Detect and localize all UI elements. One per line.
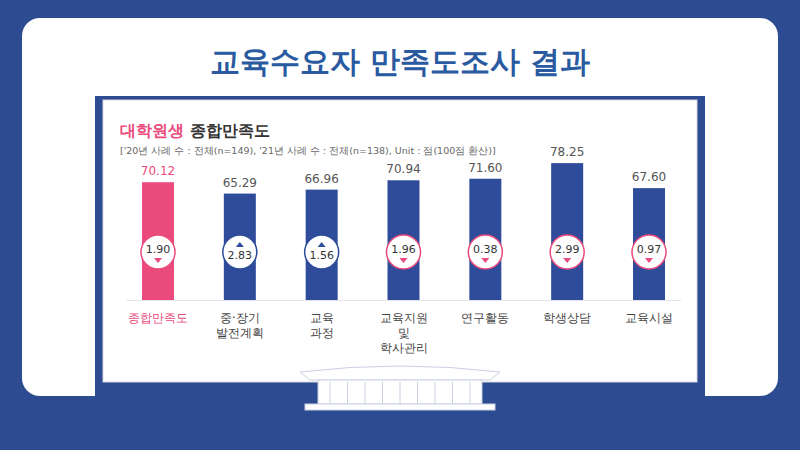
building-column bbox=[400, 382, 401, 404]
value-label: 78.25 bbox=[550, 145, 584, 159]
category-line: 연구활동 bbox=[461, 311, 509, 325]
change-badge bbox=[632, 235, 666, 269]
change-badge bbox=[550, 235, 584, 269]
building-column bbox=[382, 382, 383, 404]
change-badge bbox=[468, 235, 502, 269]
building-column bbox=[470, 382, 471, 404]
building-illustration bbox=[300, 366, 500, 410]
category-line: 학사관리 bbox=[380, 341, 428, 355]
chart-title-rest: 종합만족도 bbox=[184, 121, 270, 140]
category-line: 종합만족도 bbox=[128, 311, 188, 325]
category-label: 연구활동 bbox=[461, 311, 509, 325]
building-body bbox=[318, 380, 482, 404]
change-label: 1.56 bbox=[309, 249, 334, 262]
down-arrow bbox=[481, 258, 489, 263]
building-column bbox=[417, 382, 418, 404]
category-line: 교육시설 bbox=[625, 311, 673, 325]
canvas: 교육수요자 만족도조사 결과대학원생 종합만족도 ['20년 사례 수 : 전체(… bbox=[0, 0, 800, 450]
bars bbox=[142, 163, 665, 300]
category-label: 종합만족도 bbox=[128, 311, 188, 325]
category-label: 교육과정 bbox=[310, 311, 334, 340]
background bbox=[0, 0, 800, 450]
category-line: 교육지원 bbox=[380, 311, 428, 325]
bar bbox=[306, 190, 338, 300]
category-line: 교육 bbox=[310, 311, 334, 325]
category-line: 및 bbox=[398, 326, 410, 340]
change-label: 1.90 bbox=[146, 243, 171, 256]
up-arrow bbox=[318, 242, 326, 247]
change-label: 0.97 bbox=[637, 243, 662, 256]
bar bbox=[388, 180, 420, 300]
category-line: 학생상담 bbox=[543, 311, 591, 325]
building-column bbox=[365, 382, 366, 404]
baseline bbox=[126, 300, 681, 301]
building-column bbox=[347, 382, 348, 404]
page-title: 교육수요자 만족도조사 결과 bbox=[210, 44, 591, 79]
chart-title: 대학원생 종합만족도 bbox=[120, 121, 270, 140]
value-label: 70.12 bbox=[141, 164, 175, 178]
chart-panel bbox=[103, 100, 697, 382]
change-label: 2.83 bbox=[228, 249, 253, 262]
value-label: 70.94 bbox=[386, 162, 420, 176]
change-badge bbox=[305, 235, 339, 269]
bar bbox=[469, 179, 501, 300]
value-label: 65.29 bbox=[223, 176, 257, 190]
chart-frame bbox=[95, 96, 705, 396]
labels: 70.12 1.90 종합만족도 65.29 2.83 중·장기발전계획 66.96 1.56… bbox=[128, 145, 673, 355]
category-label: 중·장기발전계획 bbox=[216, 311, 264, 340]
change-badge bbox=[387, 235, 421, 269]
building-column bbox=[330, 382, 331, 404]
down-arrow bbox=[645, 258, 653, 263]
bar bbox=[142, 182, 174, 300]
category-label: 학생상담 bbox=[543, 311, 591, 325]
value-label: 71.60 bbox=[468, 161, 502, 175]
building-column bbox=[435, 382, 436, 404]
roof bbox=[300, 366, 500, 380]
category-label: 교육시설 bbox=[625, 311, 673, 325]
down-arrow bbox=[563, 258, 571, 263]
change-badge bbox=[223, 235, 257, 269]
change-label: 2.99 bbox=[555, 243, 580, 256]
category-line: 발전계획 bbox=[216, 326, 264, 340]
value-label: 67.60 bbox=[632, 170, 666, 184]
down-arrow bbox=[154, 258, 162, 263]
building-column bbox=[452, 382, 453, 404]
change-label: 1.96 bbox=[391, 243, 416, 256]
building-base bbox=[305, 404, 495, 410]
change-label: 0.38 bbox=[473, 243, 498, 256]
value-label: 66.96 bbox=[304, 172, 338, 186]
bar bbox=[224, 194, 256, 300]
chart-title-highlight: 대학원생 bbox=[120, 121, 184, 140]
chart-subtitle: ['20년 사례 수 : 전체(n=149), '21년 사례 수 : 전체(n… bbox=[120, 145, 496, 156]
category-line: 중·장기 bbox=[220, 311, 260, 325]
up-arrow bbox=[236, 242, 244, 247]
white-panel bbox=[22, 18, 778, 396]
category-label: 교육지원및학사관리 bbox=[380, 311, 428, 355]
change-badge bbox=[141, 235, 175, 269]
category-line: 과정 bbox=[310, 326, 334, 340]
down-arrow bbox=[400, 258, 408, 263]
bar bbox=[551, 163, 583, 300]
bar bbox=[633, 188, 665, 300]
